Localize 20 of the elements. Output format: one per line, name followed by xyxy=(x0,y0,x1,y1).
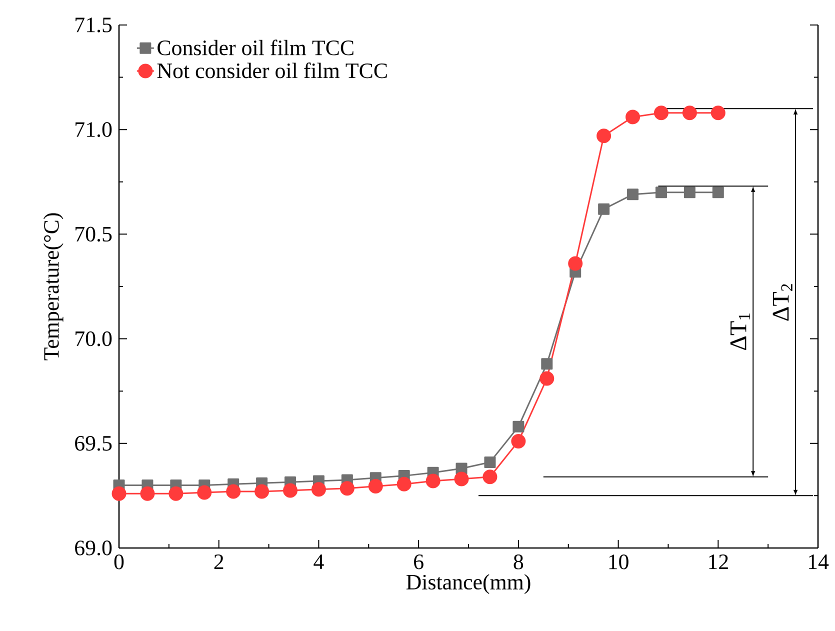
y-tick-label: 70.5 xyxy=(76,226,112,242)
x-tick-label: 8 xyxy=(514,554,524,570)
y-tick-label: 70.0 xyxy=(76,331,112,346)
y-tick-label: 71.5 xyxy=(76,18,112,32)
y-tick-label: 69.0 xyxy=(75,540,112,556)
x-tick-label: 2 xyxy=(214,554,224,570)
x-tick-label: 12 xyxy=(709,554,728,570)
legend-label: Consider oil film TCC xyxy=(158,40,354,56)
annotation: ΔT$_{2}$ xyxy=(772,284,792,321)
annotation: ΔT$_{1}$ xyxy=(730,314,750,350)
y-tick-label: 69.5 xyxy=(75,436,112,451)
x-tick-label: 10 xyxy=(609,554,628,570)
x-tick-label: 0 xyxy=(114,554,124,570)
y-tick-label: 71.0 xyxy=(76,122,112,138)
x-tick-label: 14 xyxy=(808,554,829,569)
x-tick-label: 6 xyxy=(414,554,424,570)
x-tick-label: 4 xyxy=(314,554,324,569)
x-axis-title: Distance(mm) xyxy=(406,574,530,594)
y-axis-title: Temperature(°C) xyxy=(43,213,64,360)
legend-label: Not consider oil film TCC xyxy=(157,62,387,78)
